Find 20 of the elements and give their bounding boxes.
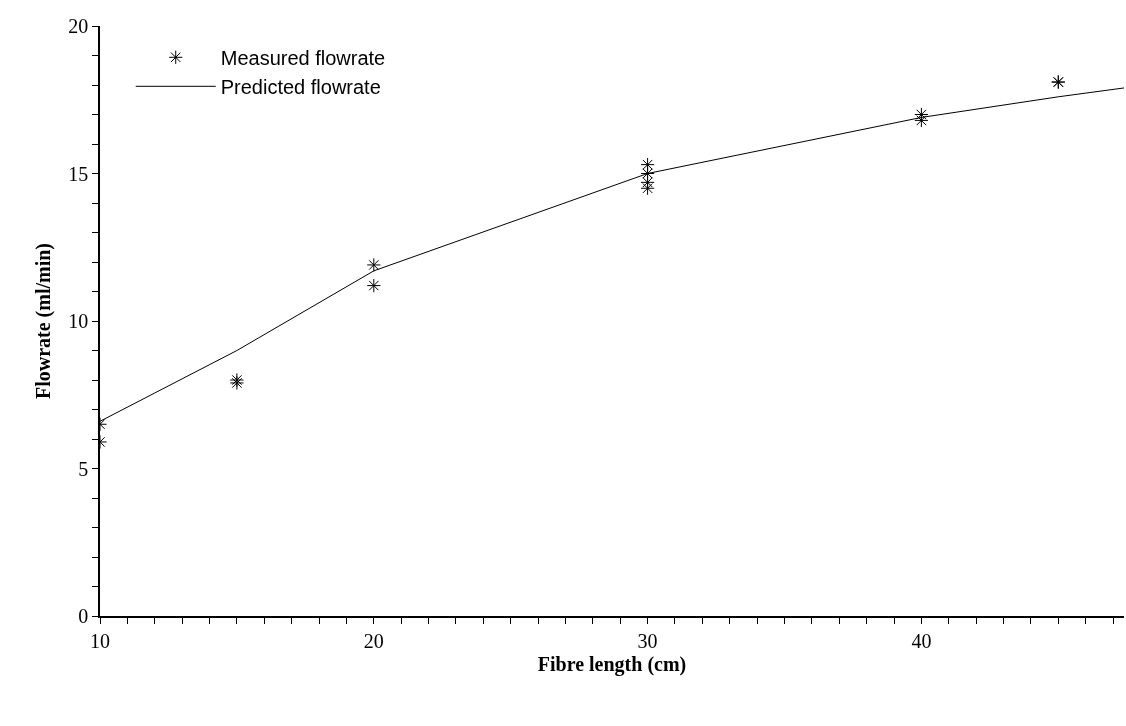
x-tick-label: 40 <box>911 629 932 652</box>
point <box>914 107 929 122</box>
point <box>640 166 655 181</box>
legend-label: Measured flowrate <box>220 47 386 70</box>
point <box>914 113 929 128</box>
legend-label: Predicted flowrate <box>220 76 381 99</box>
x-tick-label: 20 <box>363 629 384 652</box>
y-tick-label: 10 <box>68 310 89 332</box>
point <box>640 175 655 190</box>
y-tick-label: 20 <box>68 15 89 37</box>
y-tick-label: 15 <box>68 162 89 185</box>
point <box>366 257 381 273</box>
point <box>640 181 655 196</box>
point <box>640 157 655 172</box>
x-tick-label: 30 <box>637 629 658 652</box>
x-axis-title: Fibre length (cm) <box>537 652 687 676</box>
y-axis-title: Flowrate (ml/min) <box>31 242 55 400</box>
point <box>366 278 381 293</box>
y-tick-label: 0 <box>78 605 89 627</box>
y-tick-label: 5 <box>78 457 89 480</box>
